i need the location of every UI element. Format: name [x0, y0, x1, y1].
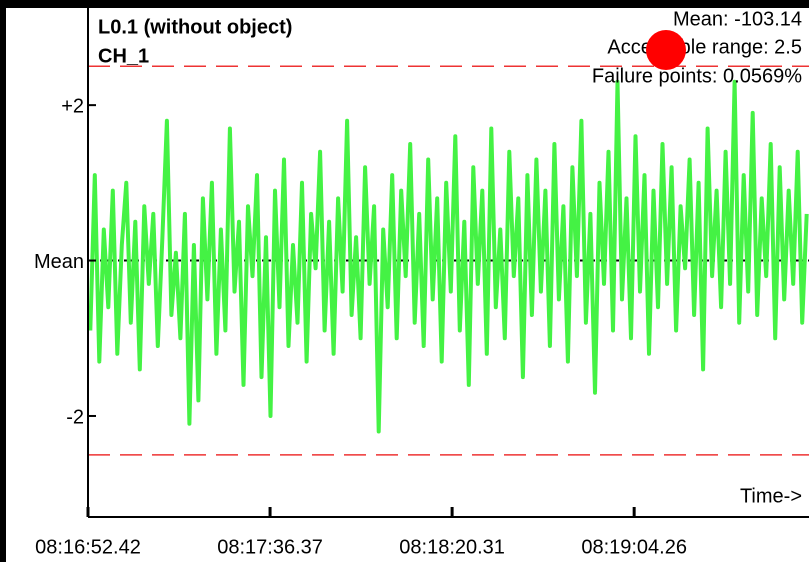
x-tick-label: 08:18:20.31	[399, 536, 505, 558]
data-line	[88, 79, 809, 434]
left-bar	[0, 0, 6, 562]
chart-subtitle: CH_1	[98, 45, 149, 67]
status-indicator	[646, 30, 686, 70]
x-axis-label: Time->	[740, 485, 802, 507]
annotation: Acceptable range: 2.5	[607, 36, 802, 58]
plot-area	[88, 65, 809, 456]
x-tick-label: 08:19:04.26	[581, 536, 687, 558]
chart-title: L0.1 (without object)	[98, 16, 292, 38]
x-tick-label: 08:17:36.37	[217, 536, 323, 558]
y-tick-label: +2	[61, 95, 84, 117]
x-tick-label: 08:16:52.42	[35, 536, 141, 558]
annotation: Mean: -103.14	[673, 8, 802, 30]
y-tick-label: Mean	[34, 251, 84, 273]
y-tick-label: -2	[66, 406, 84, 428]
annotation: Failure points: 0.0569%	[592, 65, 802, 87]
top-bar	[0, 0, 809, 8]
